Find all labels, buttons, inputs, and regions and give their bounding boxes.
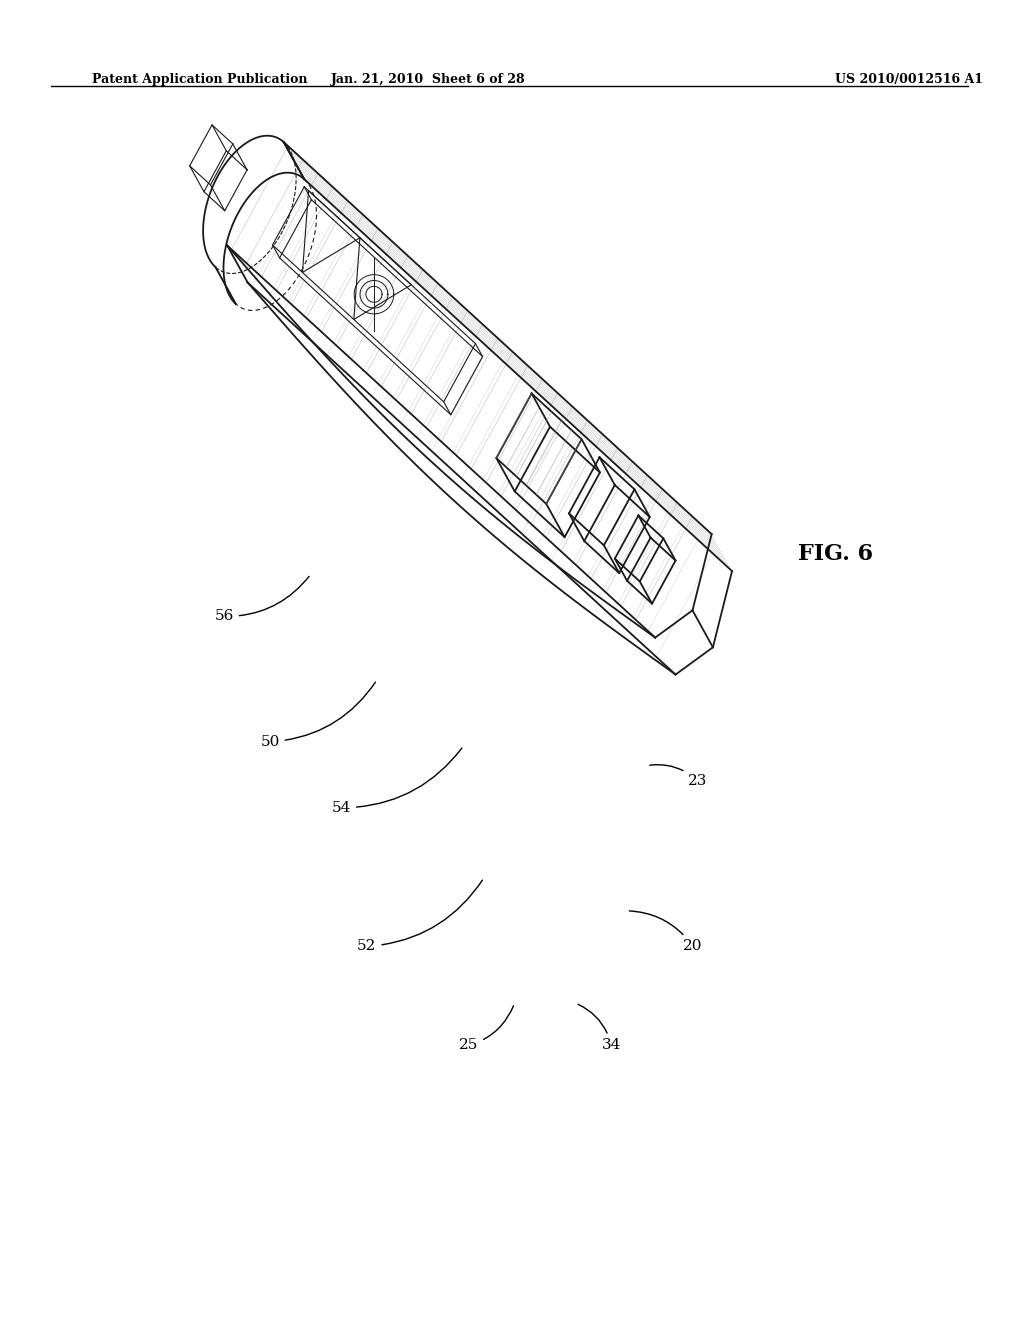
Text: US 2010/0012516 A1: US 2010/0012516 A1 [836, 73, 983, 86]
Text: Jan. 21, 2010  Sheet 6 of 28: Jan. 21, 2010 Sheet 6 of 28 [331, 73, 525, 86]
Text: 23: 23 [649, 764, 708, 788]
Text: 52: 52 [357, 880, 482, 953]
Text: 54: 54 [332, 748, 462, 814]
Text: 56: 56 [214, 577, 309, 623]
Text: 20: 20 [630, 911, 702, 953]
Text: 34: 34 [579, 1005, 621, 1052]
Text: Patent Application Publication: Patent Application Publication [92, 73, 307, 86]
Text: 50: 50 [260, 682, 376, 748]
Text: 25: 25 [459, 1006, 513, 1052]
Text: FIG. 6: FIG. 6 [798, 544, 873, 565]
